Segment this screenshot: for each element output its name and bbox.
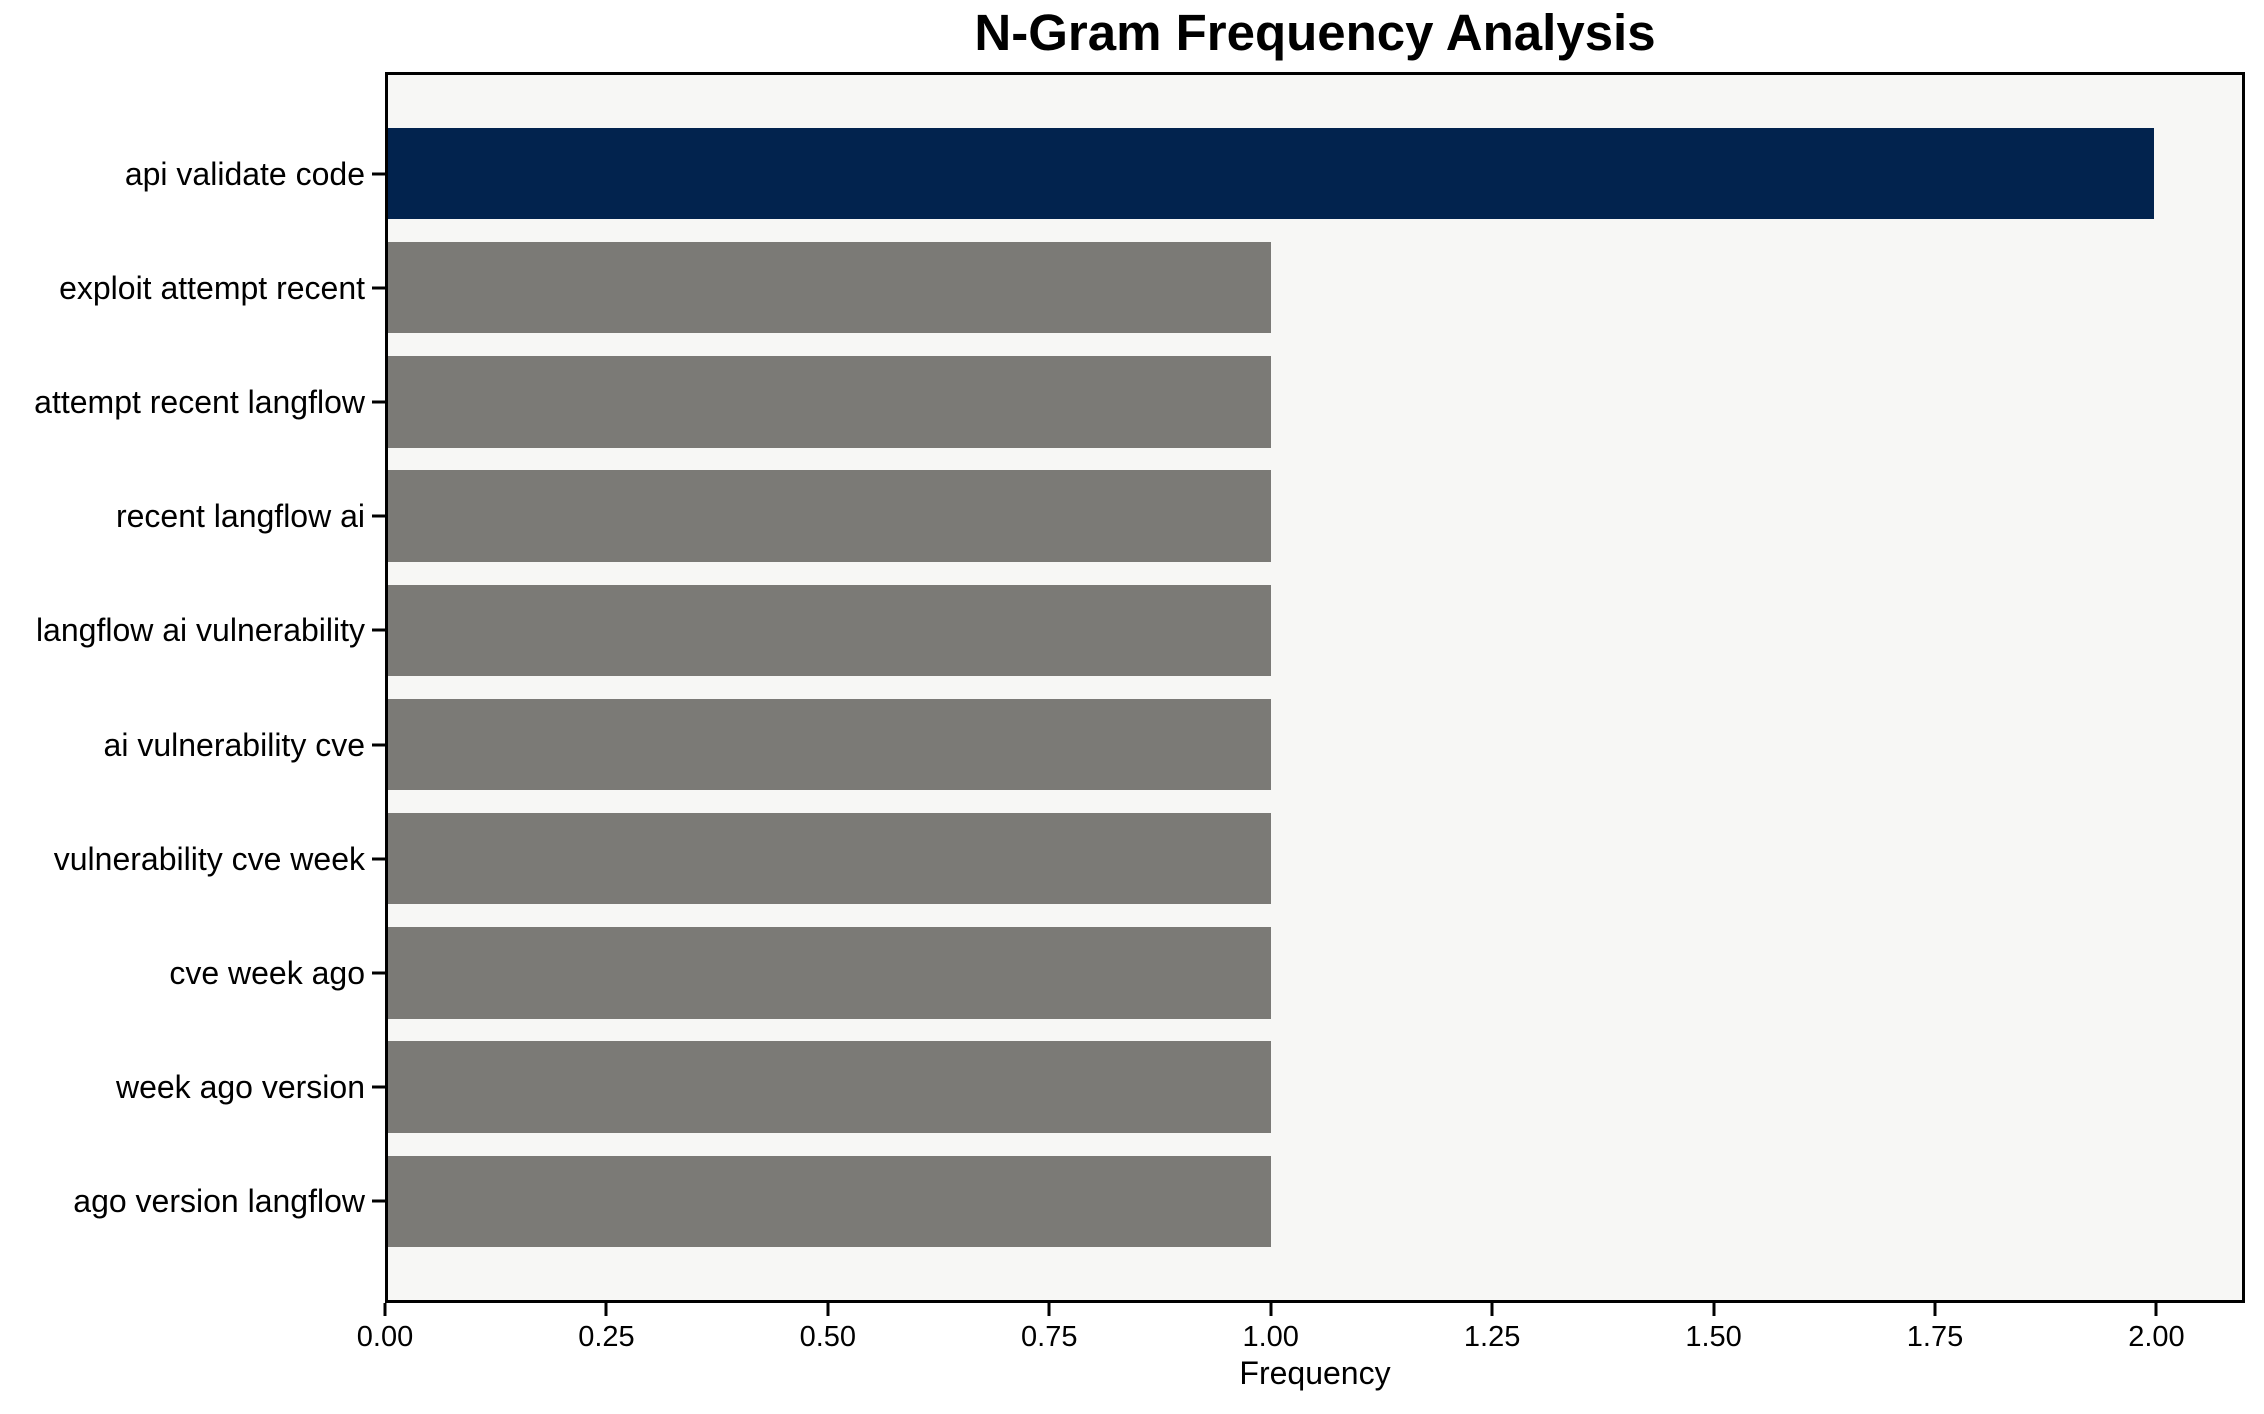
y-tick-label-4: langflow ai vulnerability	[35, 612, 365, 649]
y-tick-mark-9	[372, 1199, 385, 1203]
y-tick-label-0: api validate code	[124, 155, 365, 192]
y-tick-label-1: exploit attempt recent	[59, 269, 365, 306]
y-tick-label-3: recent langflow ai	[115, 498, 365, 535]
y-tick-mark-2	[372, 400, 385, 404]
x-tick-label-2: 0.50	[799, 1321, 857, 1353]
x-tick-mark-6	[1712, 1303, 1716, 1316]
y-tick-mark-4	[372, 628, 385, 632]
x-axis-title: Frequency	[1239, 1355, 1391, 1391]
bar-2	[388, 356, 1271, 448]
y-tick-label-5: ai vulnerability cve	[103, 726, 365, 763]
x-tick-mark-4	[1269, 1303, 1273, 1316]
bar-8	[388, 1041, 1271, 1133]
x-tick-mark-8	[2154, 1303, 2158, 1316]
x-tick-mark-0	[383, 1303, 387, 1316]
x-axis: 0.00 0.25 0.50 0.75 1.00 1.25 1.50 1.75 2.00	[357, 1303, 2245, 1361]
bar-5	[388, 698, 1271, 791]
y-tick-label-9: ago version langflow	[73, 1183, 365, 1220]
y-tick-label-8: week ago version	[115, 1069, 365, 1106]
y-tick-mark-8	[372, 1085, 385, 1089]
y-tick-label-7: cve week ago	[169, 954, 365, 991]
y-tick-mark-0	[372, 172, 385, 176]
x-tick-mark-3	[1047, 1303, 1051, 1316]
chart-title: N-Gram Frequency Analysis	[974, 4, 1656, 61]
bars-layer	[388, 75, 2242, 1300]
y-tick-mark-6	[372, 857, 385, 861]
bar-9	[388, 1155, 1271, 1248]
bar-4	[388, 584, 1271, 677]
plot-area	[385, 72, 2245, 1303]
y-axis: api validate code exploit attempt recent a…	[0, 72, 385, 1303]
bar-3	[388, 470, 1271, 562]
x-tick-label-0: 0.00	[356, 1321, 414, 1353]
x-tick-label-5: 1.25	[1463, 1321, 1521, 1353]
x-tick-mark-2	[826, 1303, 830, 1316]
x-tick-label-7: 1.75	[1906, 1321, 1964, 1353]
x-tick-label-1: 0.25	[578, 1321, 635, 1353]
y-tick-mark-3	[372, 514, 385, 518]
bar-0	[388, 127, 2154, 220]
y-tick-label-6: vulnerability cve week	[53, 840, 365, 877]
x-tick-mark-5	[1490, 1303, 1494, 1316]
bar-7	[388, 927, 1271, 1019]
x-tick-label-8: 2.00	[2128, 1321, 2185, 1353]
y-tick-mark-1	[372, 286, 385, 290]
bar-1	[388, 242, 1271, 334]
y-tick-mark-5	[372, 743, 385, 747]
x-tick-label-4: 1.00	[1242, 1321, 1299, 1353]
x-tick-label-6: 1.50	[1685, 1321, 1742, 1353]
y-tick-mark-7	[372, 971, 385, 975]
x-tick-label-3: 0.75	[1021, 1321, 1078, 1353]
x-tick-mark-1	[604, 1303, 608, 1316]
y-tick-label-2: attempt recent langflow	[34, 383, 365, 420]
x-tick-mark-7	[1933, 1303, 1937, 1316]
bar-6	[388, 813, 1271, 905]
